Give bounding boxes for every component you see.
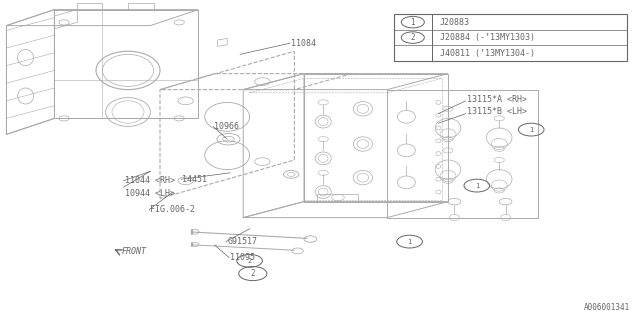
Text: 11084: 11084 — [291, 39, 316, 48]
Text: G91517: G91517 — [227, 237, 257, 246]
Text: 2: 2 — [248, 258, 252, 264]
Text: 13115*A <RH>: 13115*A <RH> — [467, 95, 527, 104]
Text: 1: 1 — [408, 239, 412, 244]
Text: 10966: 10966 — [214, 122, 239, 131]
Text: FRONT: FRONT — [122, 247, 147, 256]
Text: 11095: 11095 — [230, 253, 255, 262]
Text: 1: 1 — [529, 127, 533, 132]
Text: 10944 <LH>: 10944 <LH> — [125, 189, 175, 198]
Text: 11044 <RH>: 11044 <RH> — [125, 176, 175, 185]
Text: A006001341: A006001341 — [584, 303, 630, 312]
Text: 2: 2 — [410, 33, 415, 42]
Text: 2: 2 — [250, 269, 255, 278]
Text: 13115*B <LH>: 13115*B <LH> — [467, 108, 527, 116]
Text: 1: 1 — [410, 18, 415, 27]
Text: J20884 (-’13MY1303): J20884 (-’13MY1303) — [440, 33, 534, 42]
Text: J20883: J20883 — [440, 18, 470, 27]
Text: 14451: 14451 — [182, 175, 207, 184]
Text: J40811 (’13MY1304-): J40811 (’13MY1304-) — [440, 49, 534, 58]
Text: 1: 1 — [475, 183, 479, 188]
Text: FIG.006-2: FIG.006-2 — [150, 205, 195, 214]
